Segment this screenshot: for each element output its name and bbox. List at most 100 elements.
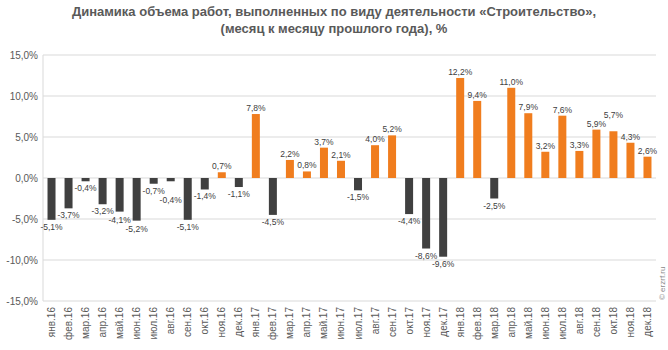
data-label: 7,8% [246, 103, 266, 113]
x-tick-label: сен.16 [182, 307, 193, 337]
x-tick-label: фев.17 [267, 307, 278, 340]
data-label: -5,2% [126, 224, 149, 234]
bar [473, 101, 481, 178]
x-tick-label: апр.17 [301, 307, 312, 338]
x-tick-label: мар.18 [489, 307, 500, 339]
bar [184, 178, 192, 220]
bar [167, 178, 175, 181]
data-label: -5,1% [177, 222, 200, 232]
data-label: 5,2% [382, 124, 402, 134]
bar [320, 148, 328, 178]
source: © erzrf.ru [658, 267, 667, 300]
data-label: -9,6% [432, 259, 455, 269]
bar [65, 178, 73, 208]
data-label: -4,4% [398, 216, 421, 226]
x-tick-label: июн.17 [335, 307, 346, 340]
x-tick-label: июл.18 [557, 307, 568, 340]
bar [456, 78, 464, 178]
x-tick-label: фев.18 [472, 307, 483, 340]
y-tick-label: 10,0% [10, 91, 38, 102]
data-label: 2,2% [280, 149, 300, 159]
bar [626, 143, 634, 178]
grid-line [43, 260, 656, 261]
x-tick-label: янв.17 [250, 307, 261, 338]
x-tick-label: окт.17 [404, 307, 415, 335]
bar [269, 178, 277, 215]
y-tick-label: 0,0% [15, 173, 38, 184]
x-tick-label: дек.17 [438, 307, 449, 337]
subtitle: (месяц к месяцу прошлого года), % [221, 21, 448, 36]
bar [99, 178, 107, 204]
x-tick-label: окт.16 [199, 307, 210, 335]
y-tick-label: -5,0% [12, 214, 38, 225]
x-tick-label: мар.16 [80, 307, 91, 339]
x-tick-label: май.16 [114, 307, 125, 339]
bar [592, 130, 600, 178]
bar [201, 178, 209, 189]
data-label: -3,7% [57, 210, 80, 220]
data-label: 9,4% [468, 90, 488, 100]
x-tick-label: авг.16 [165, 307, 176, 335]
data-label: -4,5% [262, 217, 285, 227]
x-tick-label: май.18 [523, 307, 534, 339]
x-tick-label: дек.16 [233, 307, 244, 337]
page: {"chart_data": { "type": "bar", "title":… [0, 0, 668, 350]
x-tick-label: сен.17 [387, 307, 398, 337]
x-tick-label: ноя.16 [216, 307, 227, 338]
x-tick-label: сен.18 [591, 307, 602, 337]
x-tick-label: июн.18 [540, 307, 551, 340]
x-tick-label: авг.17 [370, 307, 381, 335]
x-tick-label: апр.16 [97, 307, 108, 338]
bar [252, 114, 260, 178]
x-tick-label: ноя.18 [625, 307, 636, 338]
bar [48, 178, 56, 220]
x-tick-label: дек.18 [642, 307, 653, 337]
x-tick-label: июн.16 [131, 307, 142, 340]
x-tick-label: авг.18 [574, 307, 585, 335]
y-tick-label: -15,0% [6, 296, 38, 307]
bar [235, 178, 243, 187]
grid [43, 55, 656, 301]
y-axis-line [43, 55, 44, 301]
bar [643, 157, 651, 178]
bar [388, 135, 396, 178]
data-label: -2,5% [483, 201, 506, 211]
x-tick-label: июл.17 [353, 307, 364, 340]
x-tick-label: июл.16 [148, 307, 159, 340]
x-tick-label: окт.18 [608, 307, 619, 335]
x-tick-label: мар.17 [284, 307, 295, 339]
data-label: -1,4% [194, 191, 217, 201]
data-label: 2,6% [638, 146, 658, 156]
data-label: 3,2% [536, 141, 556, 151]
grid-line [43, 301, 656, 302]
bar [490, 178, 498, 199]
data-label: 7,9% [519, 102, 539, 112]
data-label: 5,9% [587, 119, 607, 129]
x-tick-label: ноя.17 [421, 307, 432, 338]
bar [405, 178, 413, 214]
bar [286, 160, 294, 178]
x-tick-label: янв.18 [455, 307, 466, 338]
bar [82, 178, 90, 181]
bar [150, 178, 158, 184]
bar [116, 178, 124, 212]
bar [541, 152, 549, 178]
data-label: -0,4% [160, 195, 183, 205]
bar [337, 161, 345, 178]
data-label: 3,3% [570, 140, 590, 150]
data-label: 0,7% [212, 161, 232, 171]
grid-line [43, 55, 656, 56]
y-tick-label: 15,0% [10, 50, 38, 61]
y-tick-label: -10,0% [6, 255, 38, 266]
bar [303, 171, 311, 178]
bar [558, 116, 566, 178]
data-label: -5,1% [40, 222, 63, 232]
data-label: 12,2% [448, 67, 473, 77]
data-label: -1,5% [347, 192, 370, 202]
data-label: -0,4% [74, 183, 97, 193]
bar [609, 131, 617, 178]
data-label: 3,7% [314, 137, 334, 147]
bars [48, 78, 652, 257]
bar [133, 178, 141, 221]
data-label: 5,7% [604, 110, 624, 120]
